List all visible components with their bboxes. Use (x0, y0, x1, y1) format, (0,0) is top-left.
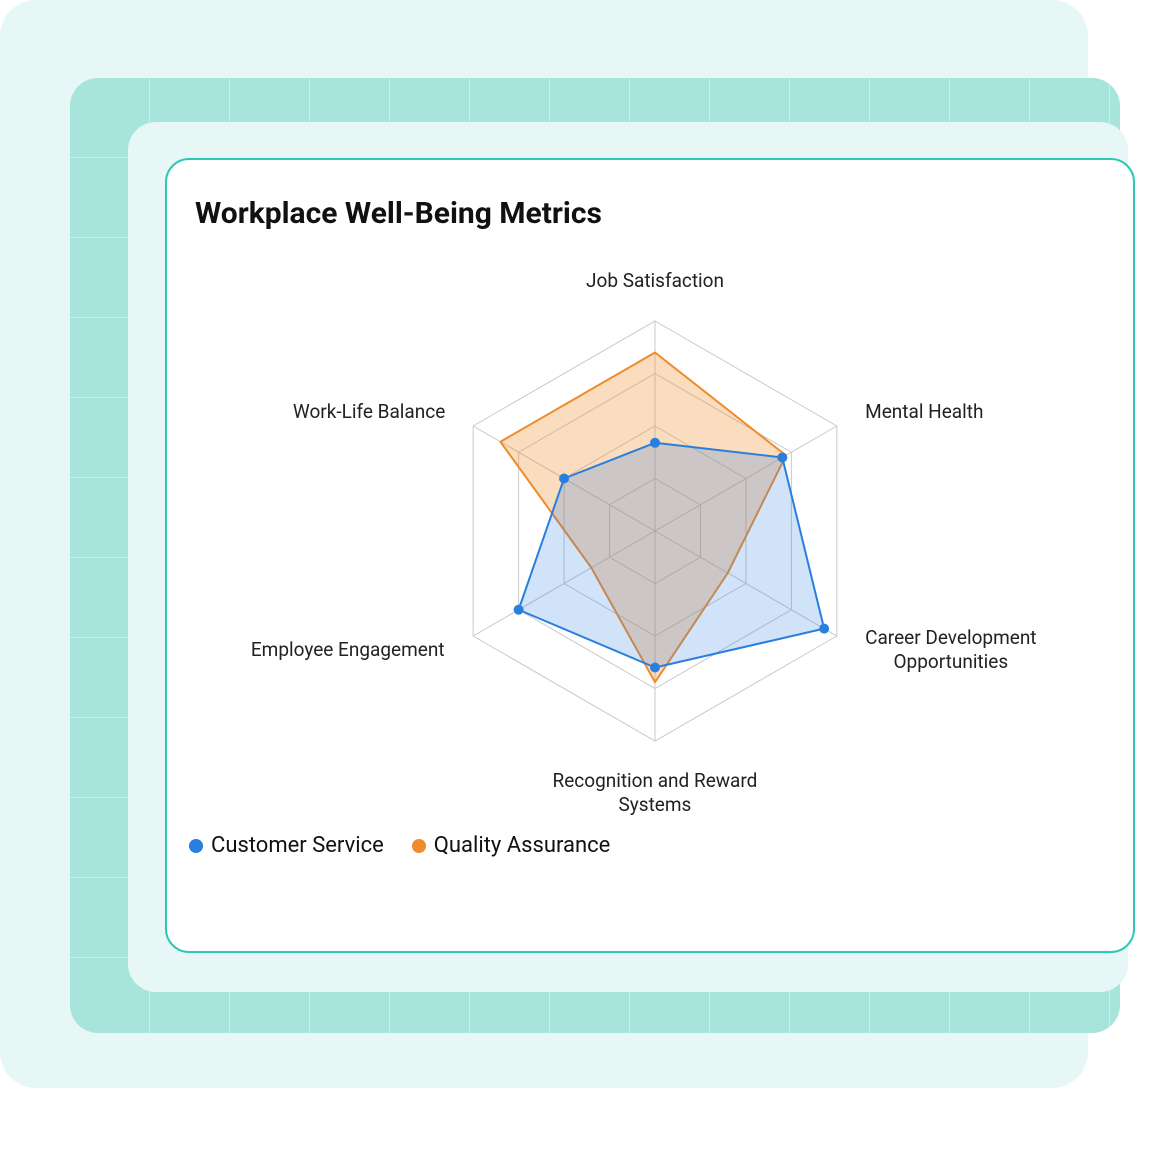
radar-chart: Job Satisfaction Mental Health Career Deve… (195, 241, 1105, 821)
legend: Customer Service Quality Assurance (189, 833, 1105, 858)
axis-label: Employee Engagement (251, 638, 445, 662)
legend-label: Quality Assurance (434, 833, 611, 858)
legend-label: Customer Service (211, 833, 384, 858)
radar-svg (195, 241, 1115, 821)
legend-item-quality-assurance: Quality Assurance (412, 833, 611, 858)
legend-dot-icon (412, 839, 426, 853)
chart-card: Workplace Well-Being Metrics Job Satisfa… (165, 158, 1135, 953)
chart-title: Workplace Well-Being Metrics (195, 196, 1105, 231)
legend-item-customer-service: Customer Service (189, 833, 384, 858)
legend-dot-icon (189, 839, 203, 853)
axis-label: Work-Life Balance (293, 400, 445, 424)
axis-label: Career Development Opportunities (865, 626, 1036, 674)
axis-label: Recognition and Reward Systems (553, 769, 758, 817)
axis-label: Mental Health (865, 400, 983, 424)
axis-label: Job Satisfaction (586, 269, 724, 293)
